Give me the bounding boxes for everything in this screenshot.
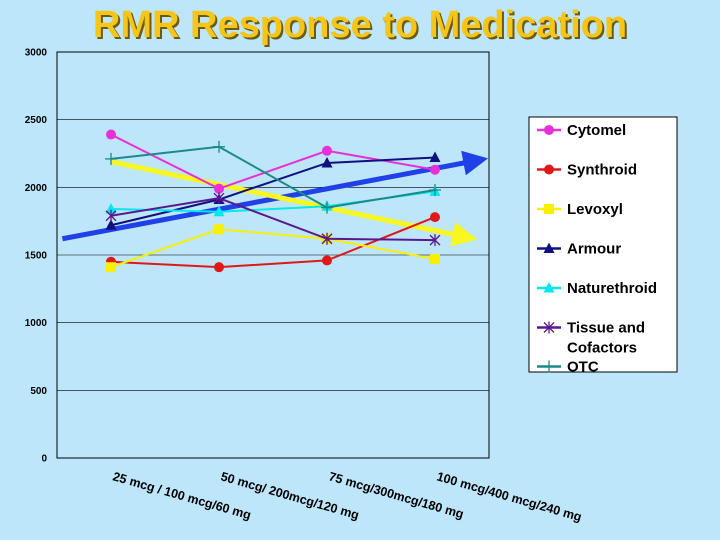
legend-marker bbox=[543, 321, 555, 334]
data-point-armour bbox=[321, 156, 333, 168]
data-point-levoxyl bbox=[106, 262, 116, 273]
legend-marker bbox=[543, 282, 555, 293]
y-tick-label: 500 bbox=[30, 386, 47, 397]
legend: Cytomel Synthroid Levoxyl Armour Naturethroi… bbox=[528, 116, 678, 376]
data-point-tissue-and-cofactors bbox=[429, 234, 441, 247]
y-axis-ticks: 0 500 1000 1500 2000 2500 3000 bbox=[25, 48, 48, 465]
data-point-synthroid bbox=[430, 212, 440, 223]
data-point-synthroid bbox=[322, 255, 332, 266]
legend-item-armour: Armour bbox=[537, 241, 621, 258]
legend-item-levoxyl: Levoxyl bbox=[537, 201, 623, 218]
legend-label: Synthroid bbox=[567, 162, 637, 179]
series-line-otc bbox=[110, 145, 436, 209]
data-point-otc bbox=[321, 201, 333, 214]
data-point-tissue-and-cofactors bbox=[105, 209, 117, 222]
series-armour bbox=[105, 151, 441, 230]
legend-marker bbox=[543, 360, 555, 373]
legend-item-synthroid: Synthroid bbox=[537, 162, 637, 179]
legend-marker bbox=[544, 125, 554, 135]
legend-item-tissue-and-cofactors: Tissue and Cofactors bbox=[537, 320, 645, 357]
gridlines bbox=[57, 119, 489, 391]
data-point-otc bbox=[105, 152, 117, 165]
series-line-levoxyl bbox=[110, 228, 436, 269]
legend-label: Levoxyl bbox=[567, 201, 623, 218]
legend-item-cytomel: Cytomel bbox=[537, 122, 626, 139]
trend-arrow-falling-trend bbox=[110, 159, 478, 247]
series-line-tissue-and-cofactors bbox=[110, 197, 436, 242]
data-point-otc bbox=[213, 140, 225, 153]
data-point-levoxyl bbox=[214, 224, 224, 235]
data-point-cytomel bbox=[214, 183, 224, 194]
legend-label: Armour bbox=[567, 241, 621, 258]
series-lines bbox=[105, 129, 441, 273]
legend-item-naturethroid: Naturethroid bbox=[537, 280, 657, 297]
data-point-synthroid bbox=[214, 262, 224, 273]
data-point-cytomel bbox=[430, 164, 440, 175]
y-tick-label: 3000 bbox=[25, 48, 48, 59]
data-point-otc bbox=[429, 184, 441, 197]
series-line-armour bbox=[110, 156, 436, 227]
data-point-naturethroid bbox=[213, 205, 225, 217]
trend-arrows bbox=[61, 150, 489, 247]
legend-label: OTC bbox=[567, 359, 599, 376]
data-point-cytomel bbox=[106, 129, 116, 140]
legend-label: Naturethroid bbox=[567, 280, 657, 297]
y-tick-label: 2500 bbox=[25, 115, 48, 126]
data-point-armour bbox=[429, 151, 441, 163]
legend-box bbox=[528, 116, 678, 373]
y-tick-label: 1500 bbox=[25, 251, 48, 262]
y-tick-label: 2000 bbox=[25, 183, 48, 194]
y-tick-label: 0 bbox=[41, 454, 47, 465]
data-point-armour bbox=[105, 219, 117, 230]
data-point-naturethroid bbox=[105, 202, 117, 214]
data-point-cytomel bbox=[322, 145, 332, 156]
data-point-tissue-and-cofactors bbox=[213, 192, 225, 205]
y-tick-label: 1000 bbox=[25, 318, 48, 329]
chart-title: RMR Response to Medication bbox=[92, 4, 628, 46]
legend-marker bbox=[543, 242, 555, 253]
series-tissue-and-cofactors bbox=[105, 192, 441, 247]
series-otc bbox=[105, 140, 441, 214]
legend-marker bbox=[544, 164, 554, 175]
legend-marker bbox=[544, 204, 554, 214]
trend-arrow-rising-trend bbox=[61, 150, 489, 242]
data-point-levoxyl bbox=[430, 254, 440, 265]
legend-label: Cytomel bbox=[567, 122, 626, 139]
data-point-tissue-and-cofactors bbox=[321, 232, 333, 245]
legend-label: Tissue and Cofactors bbox=[567, 320, 645, 357]
legend-item-otc: OTC bbox=[537, 359, 599, 376]
